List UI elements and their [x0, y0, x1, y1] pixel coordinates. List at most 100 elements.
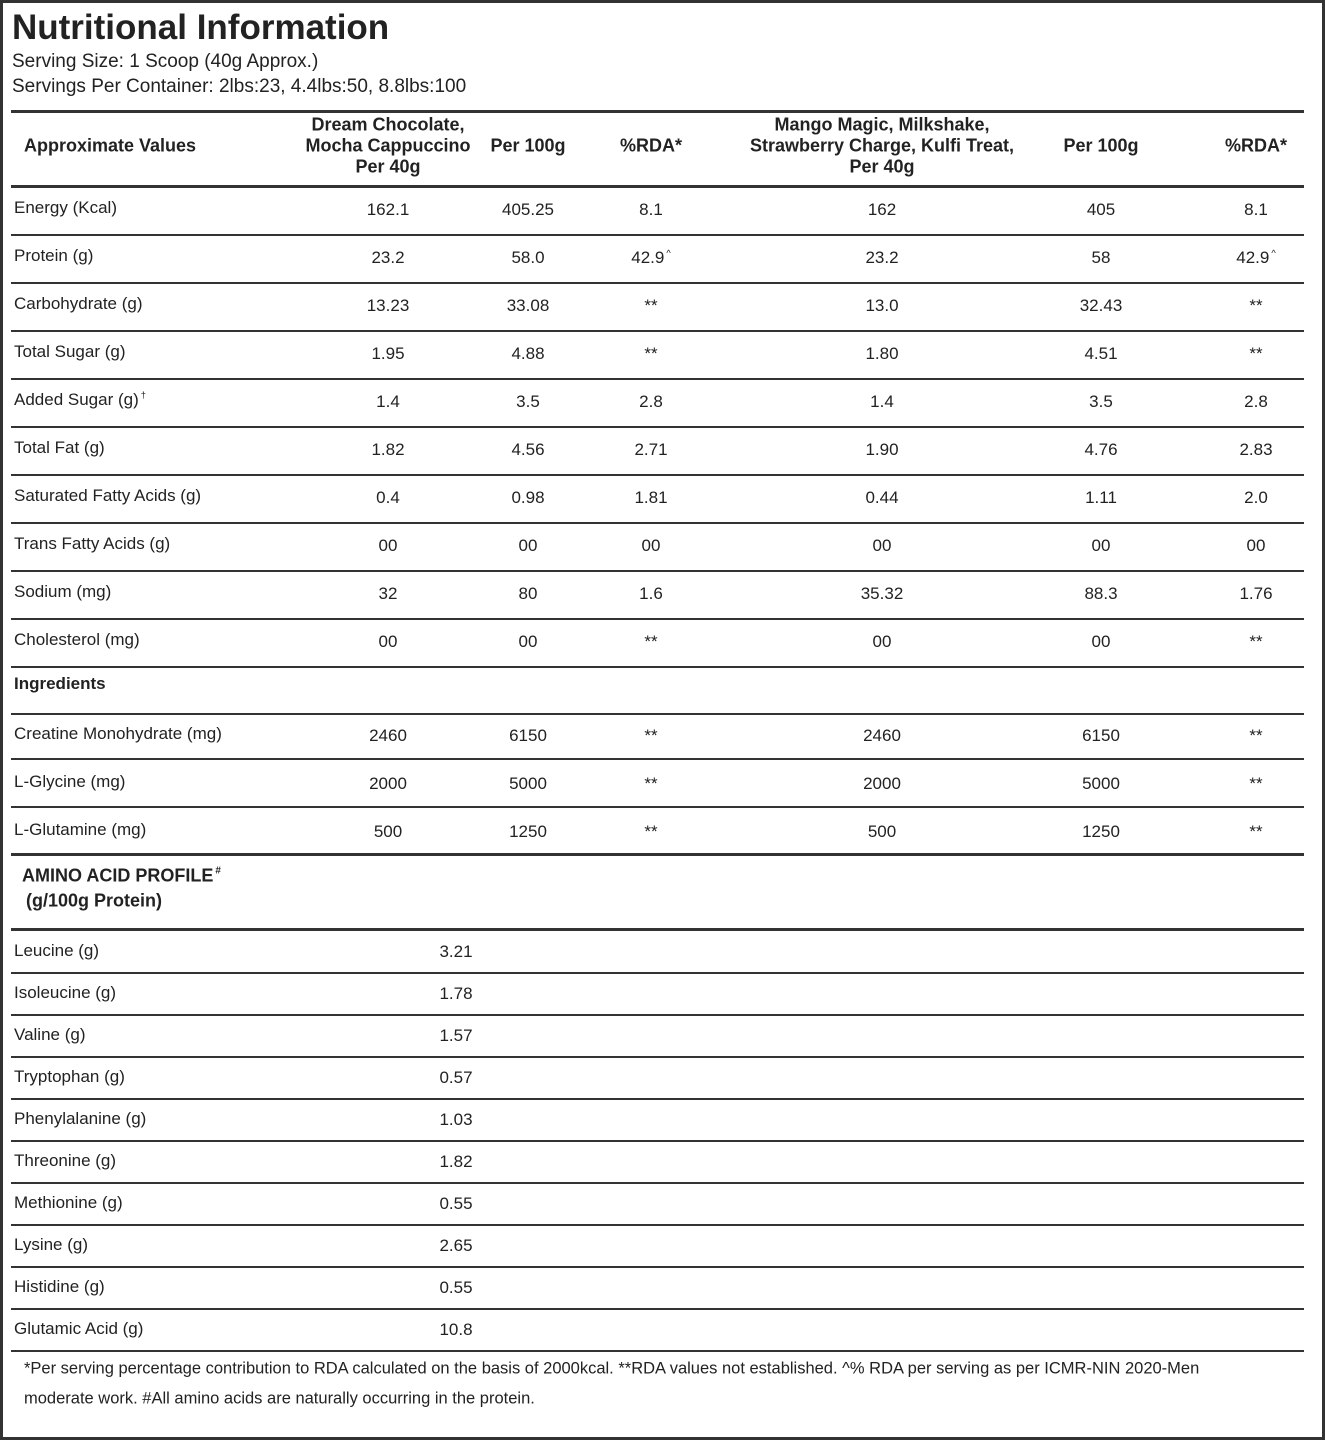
cell: 80	[518, 584, 538, 604]
cell: 4.56	[511, 440, 545, 460]
cell: 0.55	[439, 1278, 473, 1298]
cell: 13.0	[865, 296, 899, 316]
divider	[11, 618, 1304, 620]
cell: 58	[1091, 248, 1111, 268]
cell: 13.23	[366, 296, 410, 316]
divider	[11, 1350, 1304, 1352]
divider	[11, 1140, 1304, 1142]
section-subheading: (g/100g Protein)	[26, 890, 163, 911]
cell: 1.76	[1239, 584, 1273, 604]
cell: 00	[1091, 632, 1111, 652]
divider	[11, 474, 1304, 476]
cell: 1250	[509, 822, 547, 842]
cell: 2000	[369, 774, 407, 794]
cell: 33.08	[506, 296, 550, 316]
cell: 32.43	[1079, 296, 1123, 316]
divider	[11, 1266, 1304, 1268]
cell: 3.5	[516, 392, 540, 412]
cell: 1.82	[439, 1152, 473, 1172]
title: Nutritional Information	[12, 7, 390, 47]
cell: 00	[1246, 536, 1266, 556]
cell: 4.88	[511, 344, 545, 364]
cell: 1.11	[1085, 488, 1117, 508]
cell: 42.9 ^	[1236, 248, 1275, 268]
cell: 1.95	[371, 344, 405, 364]
divider	[11, 378, 1304, 380]
cell: **	[1249, 296, 1263, 316]
cell: **	[1249, 632, 1263, 652]
divider	[11, 570, 1304, 572]
column-header: Approximate Values	[24, 135, 197, 156]
cell: 58.0	[511, 248, 545, 268]
cell: 00	[378, 536, 398, 556]
servings-per-container: Servings Per Container: 2lbs:23, 4.4lbs:…	[12, 76, 467, 98]
cell: 162.1	[366, 200, 410, 220]
divider	[11, 972, 1304, 974]
superscript: #	[215, 865, 221, 877]
cell: 405.25	[502, 200, 554, 220]
cell: 1.4	[376, 392, 400, 412]
row-label: Carbohydrate (g)	[14, 294, 143, 314]
cell: 88.3	[1084, 584, 1118, 604]
superscript: †	[140, 390, 146, 401]
cell: 1250	[1082, 822, 1120, 842]
row-label: Phenylalanine (g)	[14, 1109, 147, 1129]
cell: 00	[641, 536, 661, 556]
cell: 32	[378, 584, 398, 604]
cell: 8.1	[1244, 200, 1268, 220]
row-label: Energy (Kcal)	[14, 198, 117, 218]
cell: 500	[867, 822, 897, 842]
cell: 2.0	[1244, 488, 1268, 508]
row-label: Trans Fatty Acids (g)	[14, 534, 171, 554]
cell: 2460	[863, 726, 901, 746]
divider	[11, 1056, 1304, 1058]
cell: 00	[1091, 536, 1111, 556]
footnote: moderate work. #All amino acids are natu…	[24, 1389, 535, 1408]
cell: 00	[378, 632, 398, 652]
cell: 1.90	[865, 440, 899, 460]
divider	[11, 184, 1304, 188]
cell: **	[644, 344, 658, 364]
cell: 00	[872, 536, 892, 556]
section-heading: AMINO ACID PROFILE #	[22, 866, 221, 887]
cell: **	[644, 296, 658, 316]
superscript: ^	[666, 248, 671, 259]
row-label: L-Glycine (mg)	[14, 772, 126, 792]
cell: 162	[867, 200, 897, 220]
cell: **	[1249, 822, 1263, 842]
text: Added Sugar (g)	[14, 390, 139, 410]
divider	[11, 330, 1304, 332]
row-label: Creatine Monohydrate (mg)	[14, 724, 222, 744]
row-label: Total Fat (g)	[14, 438, 105, 458]
divider	[11, 522, 1304, 524]
column-header: %RDA*	[1224, 135, 1288, 156]
cell: 5000	[1082, 774, 1120, 794]
cell: 8.1	[639, 200, 663, 220]
cell: 2.8	[639, 392, 663, 412]
row-label: Threonine (g)	[14, 1151, 117, 1171]
cell: 6150	[509, 726, 547, 746]
row-label: Methionine (g)	[14, 1193, 123, 1213]
cell: 2.83	[1239, 440, 1273, 460]
row-label: Isoleucine (g)	[14, 983, 117, 1003]
row-label: Histidine (g)	[14, 1277, 105, 1297]
divider	[11, 1182, 1304, 1184]
divider	[11, 282, 1304, 284]
row-label: Lysine (g)	[14, 1235, 89, 1255]
cell: 1.78	[439, 984, 473, 1004]
column-header: Dream Chocolate, Mocha Cappuccino Per 40…	[305, 114, 471, 177]
row-label: Tryptophan (g)	[14, 1067, 125, 1087]
cell: 2.71	[634, 440, 668, 460]
cell: 1.80	[865, 344, 899, 364]
column-header: Per 100g	[1063, 135, 1139, 156]
row-label: Total Sugar (g)	[14, 342, 126, 362]
row-label: Cholesterol (mg)	[14, 630, 140, 650]
cell: 10.8	[439, 1320, 473, 1340]
cell: 0.57	[439, 1068, 473, 1088]
serving-size: Serving Size: 1 Scoop (40g Approx.)	[12, 51, 319, 73]
text: 42.9	[1236, 248, 1270, 268]
cell: 0.98	[511, 488, 545, 508]
cell: 00	[518, 536, 538, 556]
cell: 1.82	[371, 440, 405, 460]
